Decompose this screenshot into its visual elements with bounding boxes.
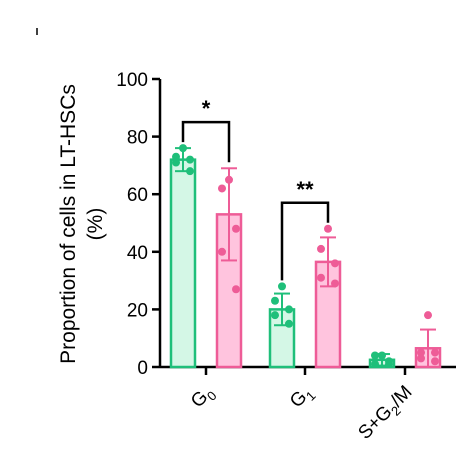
y-tick-label: 100 — [116, 70, 148, 91]
data-point — [271, 296, 279, 305]
y-tick-label: 0 — [137, 358, 148, 379]
data-point — [285, 319, 293, 328]
data-point — [179, 144, 187, 153]
significance-bracket — [181, 120, 231, 163]
data-point — [186, 167, 194, 176]
data-point — [417, 354, 425, 363]
data-point — [232, 285, 240, 294]
significance-bracket — [280, 201, 330, 281]
data-point — [385, 360, 393, 369]
data-point — [218, 247, 226, 256]
y-tick-label: 20 — [127, 300, 148, 321]
data-point — [331, 279, 339, 288]
x-category-label: G1 — [286, 382, 319, 415]
data-point — [417, 348, 425, 357]
data-point — [232, 224, 240, 233]
data-point — [317, 244, 325, 253]
data-point — [172, 158, 180, 167]
y-tick-label: 60 — [127, 185, 148, 206]
y-tick-label: 40 — [127, 243, 148, 264]
y-tick-label: 80 — [127, 128, 148, 149]
data-point — [285, 305, 293, 314]
data-point — [431, 357, 439, 366]
data-point — [371, 351, 379, 360]
y-axis-label-line1: Proportion of cells in LT-HSCs — [57, 84, 80, 364]
data-point — [424, 311, 432, 320]
bar — [169, 158, 197, 369]
data-point — [225, 175, 233, 184]
data-point — [431, 348, 439, 357]
data-point — [371, 360, 379, 369]
data-point — [317, 273, 325, 282]
y-axis-label-line2: (%) — [84, 208, 107, 241]
axes: 0 20 40 60 80 100 G0 G1 S+G2/M — [116, 70, 456, 446]
significance-label: ** — [296, 177, 314, 202]
x-category-label: S+G2/M — [354, 382, 418, 446]
x-category-label: G0 — [187, 382, 220, 415]
data-point — [331, 259, 339, 268]
data-point — [172, 152, 180, 161]
data-point — [186, 155, 194, 164]
data-point — [218, 184, 226, 193]
data-point — [378, 351, 386, 360]
significance-label: * — [202, 96, 211, 121]
data-point — [271, 311, 279, 320]
significance-brackets: *** — [181, 96, 330, 281]
data-point — [324, 224, 332, 233]
data-point — [278, 282, 286, 291]
data-points — [172, 144, 439, 369]
